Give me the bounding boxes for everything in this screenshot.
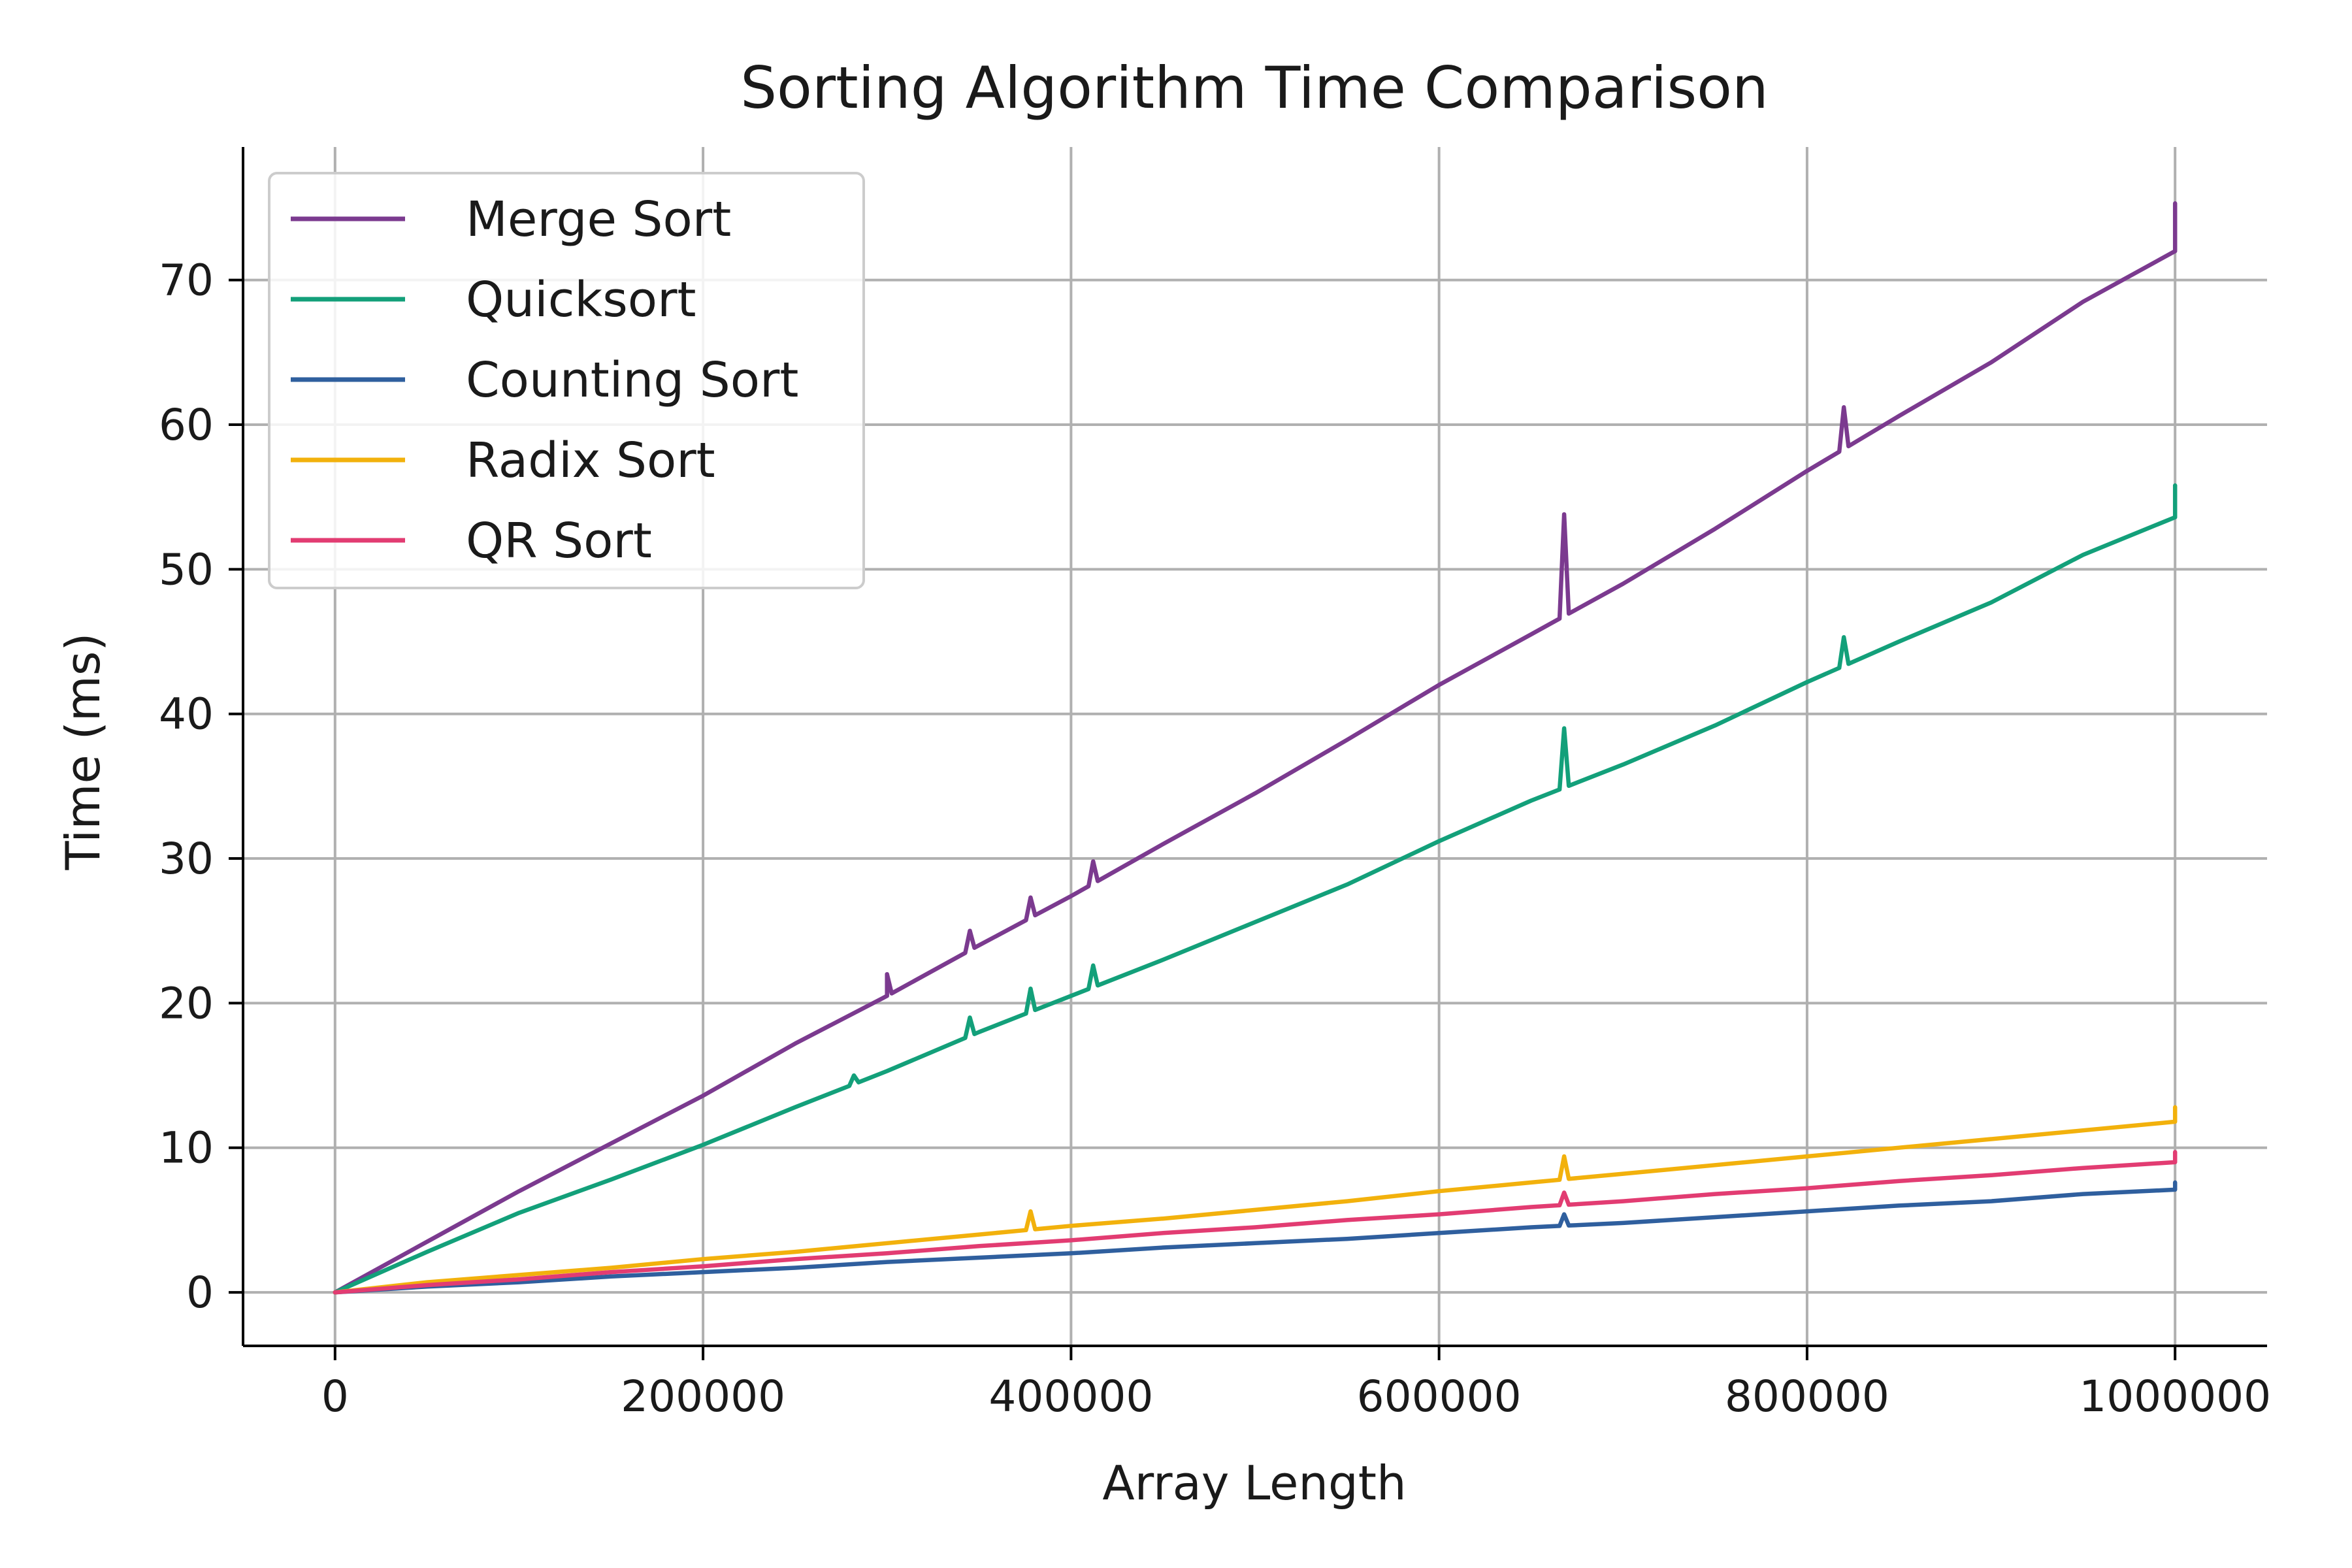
- series-layer: [333, 201, 2178, 1295]
- grid: [243, 147, 2267, 1346]
- y-tick-label: 10: [159, 1123, 214, 1173]
- y-tick-label: 20: [159, 978, 214, 1028]
- y-tick-label: 0: [186, 1267, 214, 1318]
- y-tick-label: 30: [159, 834, 214, 884]
- y-axis-ticks: 0 10 20 30 40 50 60 70: [159, 255, 243, 1318]
- x-tick-label: 0: [321, 1371, 349, 1422]
- series-line-0: [333, 201, 2178, 1295]
- legend-label: Counting Sort: [466, 352, 798, 408]
- y-axis-title: Time (ms): [56, 633, 110, 871]
- series-line-2: [333, 1180, 2178, 1295]
- legend-frame: [268, 172, 865, 589]
- x-axis-ticks: 0 200000 400000 600000 800000 1000000: [321, 1346, 2271, 1422]
- chart-title: Sorting Algorithm Time Comparison: [740, 54, 1769, 122]
- series-line-3: [333, 1105, 2178, 1295]
- legend-label: Quicksort: [466, 272, 696, 328]
- x-tick-label: 400000: [988, 1371, 1153, 1422]
- y-tick-label: 50: [159, 544, 214, 595]
- axes: [242, 147, 2267, 1347]
- x-tick-label: 200000: [621, 1371, 785, 1422]
- legend: Merge Sort Quicksort Counting Sort Radix So…: [268, 172, 865, 589]
- x-axis-title: Array Length: [1102, 1456, 1406, 1511]
- y-tick-label: 70: [159, 255, 214, 306]
- y-tick-label: 40: [159, 689, 214, 740]
- y-tick-label: 60: [159, 400, 214, 450]
- series-line-4: [333, 1150, 2178, 1295]
- series-line-1: [333, 483, 2178, 1295]
- x-tick-label: 800000: [1725, 1371, 1889, 1422]
- legend-label: Merge Sort: [466, 191, 731, 248]
- legend-label: Radix Sort: [466, 433, 715, 489]
- legend-label: QR Sort: [466, 513, 652, 569]
- x-tick-label: 1000000: [2079, 1371, 2271, 1422]
- x-tick-label: 600000: [1357, 1371, 1522, 1422]
